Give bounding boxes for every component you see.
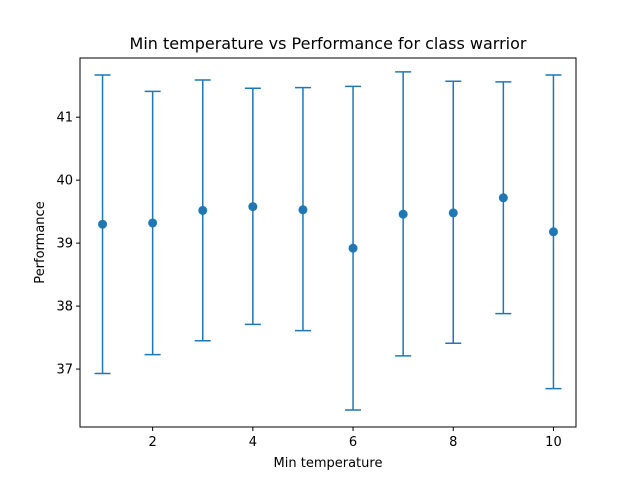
y-tick-label: 38 <box>56 300 73 315</box>
y-tick-label: 40 <box>56 174 73 189</box>
data-point <box>448 208 458 218</box>
y-tick-label: 37 <box>56 363 73 378</box>
y-tick-label: 39 <box>56 237 73 252</box>
data-point <box>98 219 108 229</box>
data-point <box>548 227 558 237</box>
x-axis: 2 4 6 8 10 <box>149 427 562 450</box>
x-tick-label: 2 <box>149 435 157 450</box>
plot-area <box>94 71 562 411</box>
x-tick-label: 6 <box>349 435 357 450</box>
data-point <box>398 209 408 219</box>
y-axis: 37 38 39 40 41 <box>56 111 80 378</box>
data-point <box>198 205 208 215</box>
x-tick-label: 10 <box>545 435 562 450</box>
axes-frame <box>79 57 577 428</box>
x-axis-label: Min temperature <box>274 456 383 471</box>
data-point <box>248 202 258 212</box>
chart-title: Min temperature vs Performance for class… <box>130 34 527 53</box>
data-point <box>298 205 308 215</box>
x-tick-label: 8 <box>449 435 457 450</box>
y-axis-label: Performance <box>33 201 48 283</box>
data-point <box>148 218 158 228</box>
data-point <box>348 243 358 253</box>
data-point <box>498 193 508 203</box>
y-tick-label: 41 <box>56 111 73 126</box>
x-tick-label: 4 <box>249 435 257 450</box>
